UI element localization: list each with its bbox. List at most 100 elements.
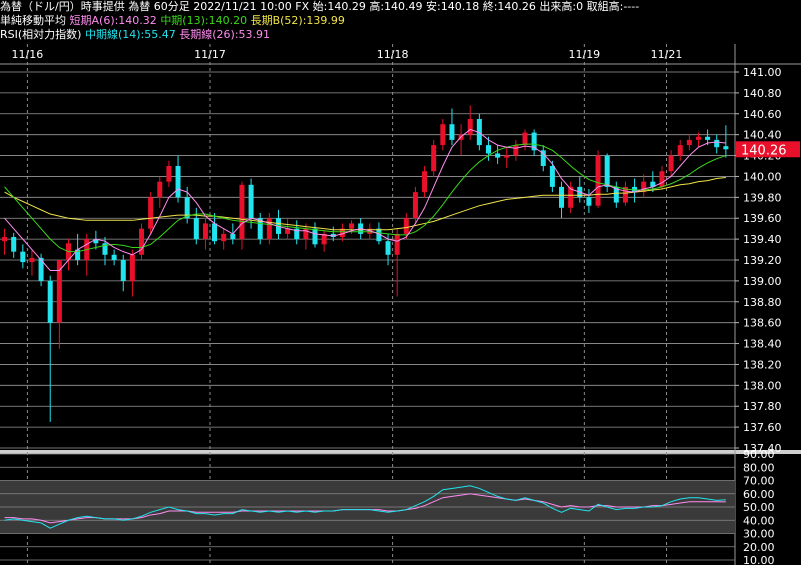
candle-body [202,223,208,240]
rsi-mid-line [4,485,726,529]
candle-body [714,139,720,148]
candle-body [38,257,44,281]
candle-body [677,145,683,156]
ma-title: 単純移動平均 [0,14,66,27]
date-label: 11/16 [12,48,44,61]
rsi-title: RSI(相対力指数) [0,28,82,41]
candle-body [47,280,53,323]
candle-body [586,197,592,206]
ma-mid-label: 中期(13):140.20 [160,14,248,27]
candle-body [595,155,601,206]
candle-body [604,155,610,187]
candle-body [403,218,409,234]
candle-body [659,171,665,187]
price-tick-label: 141.00 [743,66,782,79]
price-tick-label: 139.60 [743,212,782,225]
ma-legend: 単純移動平均 短期A(6):140.32 中期(13):140.20 長期B(5… [0,14,345,27]
candle-body [2,237,8,242]
ma-long-label: 長期B(52):139.99 [250,14,345,27]
price-tick-label: 139.40 [743,233,782,246]
date-label: 11/17 [194,48,226,61]
candle-body [330,233,336,238]
candle-body [285,228,291,234]
candle-body [102,243,108,255]
ma-long-line [4,176,726,231]
rsi-tick-label: 30.00 [743,528,775,541]
candle-body [20,251,26,263]
candle-body [376,228,382,242]
candle-body [157,181,163,198]
rsi-long-label: 長期線(26):53.91 [179,28,271,41]
candle-body [148,197,154,229]
price-tick-label: 139.00 [743,275,782,288]
candle-body [385,241,391,255]
rsi-tick-label: 20.00 [743,541,775,554]
candle-body [622,186,628,203]
candle-body [641,181,647,193]
candle-body [139,228,145,255]
price-tick-label: 140.60 [743,108,782,121]
candle-body [321,233,327,245]
candle-body [412,192,418,219]
candle-body [29,257,35,263]
candle-body [212,223,218,242]
price-tick-label: 140.40 [743,129,782,142]
rsi-mid-label: 中期線(14):55.47 [84,28,176,41]
candle-body [257,218,263,240]
price-tick-label: 137.40 [743,442,782,455]
candle-body [440,124,446,146]
candle-body [504,155,510,158]
price-tick-label: 138.40 [743,338,782,351]
chart-header-info: 為替（ドル/円）時事提供 為替 60分足 2022/11/21 10:00 FX… [0,0,640,13]
candle-body [120,260,126,281]
candle-body [349,223,355,229]
price-tick-label: 139.20 [743,254,782,267]
ma-mid-line [4,143,727,253]
rsi-tick-label: 10.00 [743,554,775,565]
candle-body [668,155,674,172]
candle-body [239,184,245,240]
candle-body [632,186,638,193]
candle-body [312,228,318,245]
candle-body [686,139,692,146]
last-price-tag [736,141,800,158]
candle-body [431,145,437,172]
price-tick-label: 137.80 [743,400,782,413]
candle-body [111,254,117,260]
date-label: 11/21 [651,48,683,61]
rsi-tick-label: 50.00 [743,501,775,514]
price-tick-label: 138.00 [743,379,782,392]
candle-body [705,136,711,140]
candle-body [75,249,81,260]
candle-body [540,150,546,166]
candle-body [513,145,519,156]
candle-body [175,166,181,198]
candle-body [184,197,190,219]
candle-body [266,218,272,240]
candle-body [549,166,555,187]
candle-body [294,228,300,240]
price-tick-label: 139.80 [743,191,782,204]
candle-body [93,239,99,244]
candle-body [166,166,172,182]
price-tick-label: 137.60 [743,421,782,434]
candle-body [248,184,254,219]
ma-short-line [4,128,726,271]
rsi-legend: RSI(相対力指数) 中期線(14):55.47 長期線(26):53.91 [0,28,270,41]
candle-body [650,181,656,187]
candle-body [221,233,227,242]
candle-body [394,233,400,255]
candle-body [303,228,309,240]
candle-body [531,132,537,151]
candle-body [129,254,135,281]
price-tick-label: 138.60 [743,317,782,330]
price-tick-label: 138.20 [743,358,782,371]
rsi-tick-label: 90.00 [743,448,775,461]
candle-body [559,186,565,208]
candle-body [485,145,491,154]
candle-body [230,233,236,240]
panel-separator [0,450,801,454]
candle-body [422,171,428,193]
rsi-tick-label: 60.00 [743,488,775,501]
